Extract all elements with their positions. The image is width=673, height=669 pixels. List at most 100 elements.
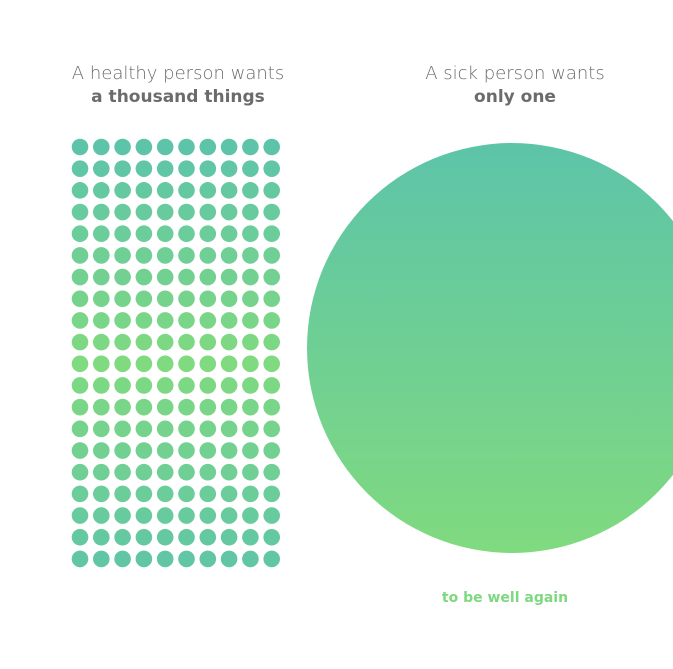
dot — [93, 290, 110, 308]
dot — [156, 485, 174, 503]
dot — [93, 138, 110, 156]
dot — [242, 355, 259, 373]
dot — [114, 355, 131, 373]
dot — [199, 247, 217, 264]
dot — [135, 507, 153, 524]
dot — [93, 182, 110, 199]
dot — [263, 203, 281, 221]
dot — [263, 528, 281, 546]
dot — [114, 138, 131, 156]
dot — [242, 507, 259, 524]
dot — [93, 485, 110, 503]
dot — [220, 160, 238, 177]
dot — [71, 528, 89, 546]
dot — [156, 182, 174, 199]
dot — [178, 203, 195, 221]
dot — [156, 528, 174, 546]
big-circle — [307, 143, 673, 553]
dot — [242, 182, 259, 199]
dot — [220, 528, 238, 546]
dot — [71, 160, 89, 177]
dot — [156, 463, 174, 481]
dot — [242, 203, 259, 221]
dot — [135, 463, 153, 481]
dot — [156, 138, 174, 156]
dot — [71, 442, 89, 459]
dot — [242, 268, 259, 286]
dot — [114, 182, 131, 199]
dot — [178, 550, 195, 568]
dot — [178, 463, 195, 481]
dot — [178, 268, 195, 286]
dot — [156, 398, 174, 416]
dot — [135, 333, 153, 351]
dot — [156, 203, 174, 221]
dot — [242, 528, 259, 546]
dot — [156, 225, 174, 243]
dot — [135, 377, 153, 394]
dot — [220, 420, 238, 438]
dot — [71, 377, 89, 394]
dot — [135, 420, 153, 438]
dot — [242, 247, 259, 264]
dot — [199, 138, 217, 156]
dot — [71, 485, 89, 503]
dot — [242, 160, 259, 177]
dot — [71, 182, 89, 199]
dot — [71, 312, 89, 329]
dot — [242, 225, 259, 243]
dot — [263, 377, 281, 394]
dot — [242, 377, 259, 394]
dot — [220, 182, 238, 199]
dot — [93, 550, 110, 568]
dot — [71, 138, 89, 156]
dot — [178, 420, 195, 438]
dot — [135, 312, 153, 329]
dot — [114, 268, 131, 286]
dot — [114, 528, 131, 546]
dot — [199, 442, 217, 459]
dot — [220, 550, 238, 568]
dot — [220, 203, 238, 221]
dot — [178, 138, 195, 156]
dot — [156, 507, 174, 524]
dot — [199, 268, 217, 286]
dot — [156, 442, 174, 459]
dot — [220, 485, 238, 503]
dot — [114, 377, 131, 394]
dot — [114, 420, 131, 438]
dot — [242, 138, 259, 156]
dot — [220, 463, 238, 481]
dot — [199, 182, 217, 199]
dot — [114, 442, 131, 459]
dot — [263, 138, 281, 156]
dot — [114, 333, 131, 351]
dot — [71, 463, 89, 481]
dot — [135, 182, 153, 199]
dot — [199, 333, 217, 351]
dot — [71, 398, 89, 416]
dot — [114, 160, 131, 177]
dot — [71, 420, 89, 438]
dot — [263, 355, 281, 373]
right-subheading: only one — [474, 87, 556, 107]
dot — [178, 507, 195, 524]
dot — [156, 377, 174, 394]
dot — [135, 485, 153, 503]
dot — [220, 247, 238, 264]
dot — [93, 528, 110, 546]
dot — [199, 377, 217, 394]
dot — [71, 225, 89, 243]
dot — [220, 290, 238, 308]
dot — [71, 247, 89, 264]
dot — [263, 290, 281, 308]
caption: to be well again — [442, 590, 568, 606]
dot — [156, 160, 174, 177]
dot — [178, 333, 195, 351]
dot-grid — [71, 138, 281, 568]
dot — [114, 507, 131, 524]
dot — [242, 290, 259, 308]
dot — [178, 485, 195, 503]
dot — [263, 182, 281, 199]
dot — [220, 138, 238, 156]
